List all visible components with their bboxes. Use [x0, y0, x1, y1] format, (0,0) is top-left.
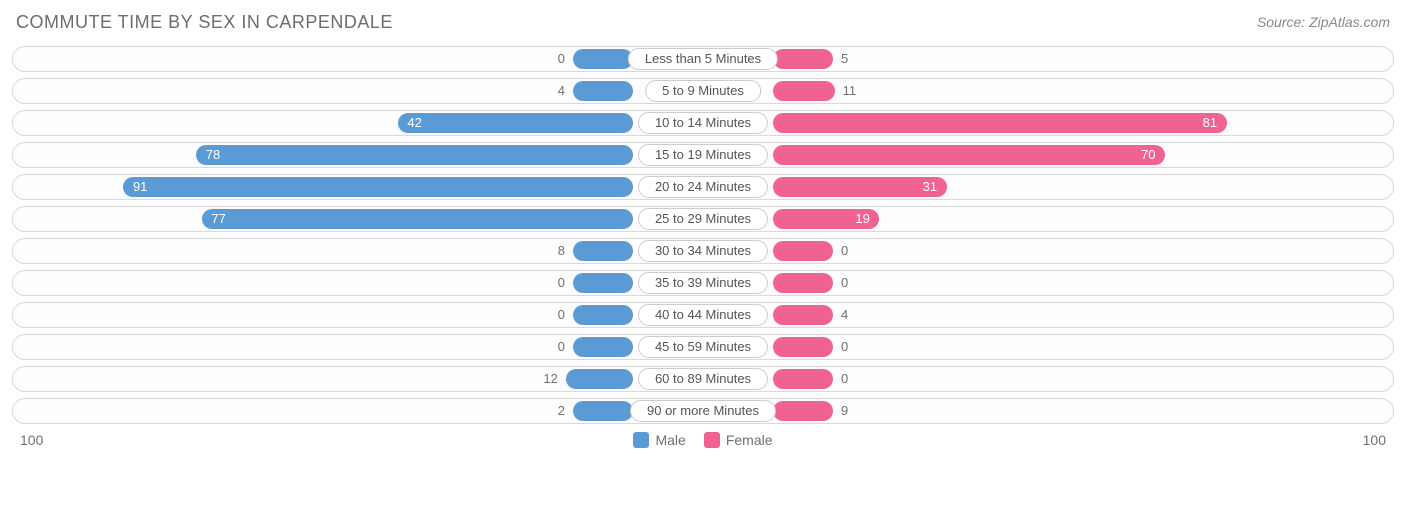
bar-female [773, 113, 1227, 133]
bar-male [566, 369, 633, 389]
value-female: 31 [923, 175, 937, 199]
axis-right-max: 100 [1363, 432, 1386, 448]
value-male: 8 [558, 239, 565, 263]
bar-female [773, 401, 833, 421]
value-female: 11 [843, 79, 857, 103]
value-male: 4 [558, 79, 565, 103]
category-pill: 45 to 59 Minutes [638, 336, 768, 358]
category-pill: 60 to 89 Minutes [638, 368, 768, 390]
bar-female [773, 273, 833, 293]
chart-row: 0 0 45 to 59 Minutes [12, 334, 1394, 360]
value-male: 0 [558, 271, 565, 295]
value-male: 77 [211, 207, 225, 231]
bar-male [573, 241, 633, 261]
chart-row: 0 4 40 to 44 Minutes [12, 302, 1394, 328]
bar-male [202, 209, 633, 229]
value-female: 0 [841, 367, 848, 391]
chart-footer: 100 Male Female 100 [12, 432, 1394, 448]
value-female: 70 [1141, 143, 1155, 167]
category-pill: 10 to 14 Minutes [638, 112, 768, 134]
chart-row: 0 0 35 to 39 Minutes [12, 270, 1394, 296]
chart-container: COMMUTE TIME BY SEX IN CARPENDALE Source… [0, 0, 1406, 523]
bar-male [573, 49, 633, 69]
bar-female [773, 145, 1165, 165]
category-pill: 40 to 44 Minutes [638, 304, 768, 326]
bar-female [773, 305, 833, 325]
category-pill: 5 to 9 Minutes [645, 80, 761, 102]
legend-item-male: Male [633, 432, 685, 448]
chart-row: 8 0 30 to 34 Minutes [12, 238, 1394, 264]
bar-female [773, 337, 833, 357]
value-male: 0 [558, 335, 565, 359]
bar-female [773, 241, 833, 261]
value-male: 0 [558, 47, 565, 71]
value-male: 42 [407, 111, 421, 135]
value-female: 4 [841, 303, 848, 327]
bar-male [196, 145, 633, 165]
value-male: 91 [133, 175, 147, 199]
value-male: 12 [543, 367, 557, 391]
chart-row: 91 31 20 to 24 Minutes [12, 174, 1394, 200]
bar-female [773, 177, 947, 197]
value-male: 78 [206, 143, 220, 167]
category-pill: 25 to 29 Minutes [638, 208, 768, 230]
value-female: 9 [841, 399, 848, 423]
axis-left-max: 100 [20, 432, 43, 448]
bar-male [398, 113, 633, 133]
value-female: 0 [841, 239, 848, 263]
chart-row: 2 9 90 or more Minutes [12, 398, 1394, 424]
value-female: 81 [1203, 111, 1217, 135]
category-pill: 15 to 19 Minutes [638, 144, 768, 166]
chart-title: COMMUTE TIME BY SEX IN CARPENDALE [16, 12, 393, 33]
bar-male [573, 81, 633, 101]
bar-female [773, 81, 835, 101]
legend-item-female: Female [704, 432, 773, 448]
category-pill: 30 to 34 Minutes [638, 240, 768, 262]
value-female: 5 [841, 47, 848, 71]
category-pill: 20 to 24 Minutes [638, 176, 768, 198]
chart-rows: 05Less than 5 Minutes4115 to 9 Minutes42… [12, 46, 1394, 424]
legend: Male Female [633, 432, 772, 448]
legend-label-male: Male [655, 432, 685, 448]
chart-header: COMMUTE TIME BY SEX IN CARPENDALE Source… [12, 8, 1394, 36]
value-male: 0 [558, 303, 565, 327]
chart-row: 4 11 5 to 9 Minutes [12, 78, 1394, 104]
legend-swatch-male [633, 432, 649, 448]
bar-female [773, 49, 833, 69]
chart-row: 78 70 15 to 19 Minutes [12, 142, 1394, 168]
chart-row: 12 0 60 to 89 Minutes [12, 366, 1394, 392]
legend-label-female: Female [726, 432, 773, 448]
legend-swatch-female [704, 432, 720, 448]
bar-male [573, 401, 633, 421]
bar-male [123, 177, 633, 197]
value-female: 0 [841, 271, 848, 295]
chart-row: 77 19 25 to 29 Minutes [12, 206, 1394, 232]
category-pill: 90 or more Minutes [630, 400, 776, 422]
category-pill: 35 to 39 Minutes [638, 272, 768, 294]
bar-male [573, 305, 633, 325]
bar-male [573, 337, 633, 357]
value-male: 2 [558, 399, 565, 423]
bar-female [773, 369, 833, 389]
chart-source: Source: ZipAtlas.com [1257, 14, 1390, 30]
value-female: 19 [855, 207, 869, 231]
category-pill: Less than 5 Minutes [628, 48, 778, 70]
chart-row: 0 5 Less than 5 Minutes [12, 46, 1394, 72]
chart-row: 42 81 10 to 14 Minutes [12, 110, 1394, 136]
bar-male [573, 273, 633, 293]
value-female: 0 [841, 335, 848, 359]
